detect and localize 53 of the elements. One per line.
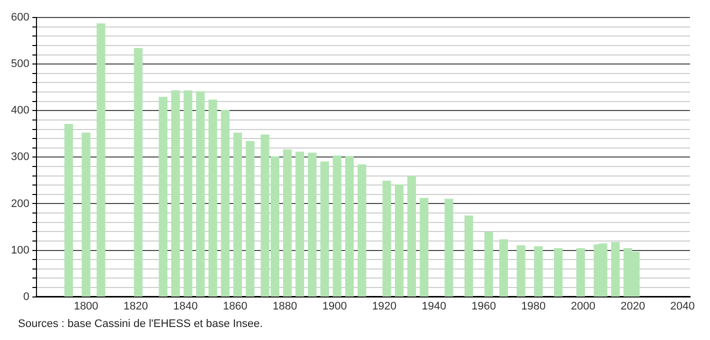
bar [358,164,366,297]
bar [576,248,585,297]
x-tick-label: 1860 [222,300,248,312]
bar [534,246,543,297]
x-tick-label: 2040 [670,300,695,312]
bar [220,110,230,297]
bar [283,149,292,297]
bar [420,198,428,297]
y-tick-label: 400 [10,104,30,117]
bar [64,124,73,297]
bar [345,156,354,297]
bar [499,239,508,297]
x-tick-label: 2000 [570,300,596,312]
y-tick-label: 0 [23,290,30,303]
bar [171,90,180,297]
bar [407,176,416,297]
bar [484,232,494,297]
x-tick-label: 1980 [521,300,546,312]
bar [196,91,205,297]
x-tick-label: 1800 [74,300,98,312]
x-tick-label: 1880 [272,300,298,312]
x-tick-label: 1900 [322,300,347,312]
x-tick-label: 1820 [124,300,148,312]
bar [246,141,254,297]
x-tick-label: 1920 [372,300,397,312]
bar [394,184,404,297]
bar [233,132,242,297]
y-tick-label: 300 [10,151,30,164]
bar [295,152,304,297]
bar [208,100,218,297]
bar [554,248,563,297]
bar [184,90,192,297]
x-tick-label: 1960 [471,300,496,312]
y-tick-label: 100 [10,244,30,256]
x-tick-label: 1840 [173,300,198,312]
y-tick-label: 200 [10,198,30,210]
bar [158,96,168,297]
bar [611,242,620,297]
bar [382,180,392,297]
bar [96,23,106,297]
bar [516,245,526,297]
bar [134,48,143,297]
bar [464,216,474,297]
bar [308,152,317,297]
y-tick-label: 600 [10,12,30,24]
bar [332,155,342,297]
y-tick-label: 500 [10,58,30,70]
bar [444,198,454,297]
source-note: Sources : base Cassini de l'EHESS et base Insee. [18,318,264,330]
bar [320,162,329,297]
bar [82,132,90,297]
x-tick-label: 2020 [620,300,646,312]
x-tick-label: 1940 [422,300,446,312]
